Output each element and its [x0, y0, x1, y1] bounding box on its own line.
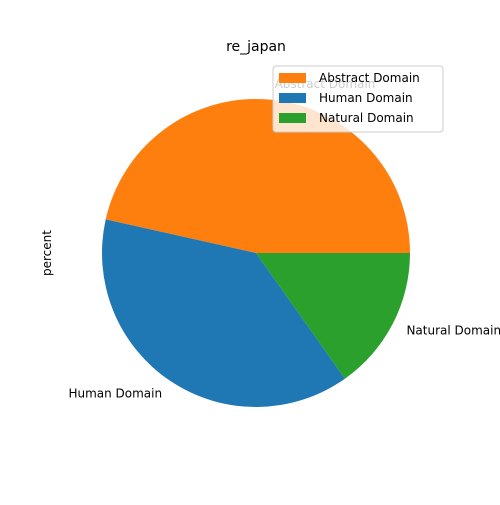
legend: Abstract Domain Human Domain Natural Domai… [272, 65, 444, 133]
legend-swatch-abstract-domain [279, 73, 306, 83]
pie-slice-human-domain [102, 219, 345, 407]
pie-slices [102, 99, 411, 407]
pie-slice-natural-domain [256, 253, 410, 379]
legend-label-abstract-domain: Abstract Domain [319, 71, 420, 85]
pie-slice-abstract-domain [105, 99, 411, 253]
legend-frame [272, 65, 444, 133]
legend-label-natural-domain: Natural Domain [319, 111, 414, 125]
slice-label-human-domain: Human Domain [68, 386, 162, 400]
chart-title: re_japan [226, 39, 286, 55]
legend-swatch-human-domain [279, 93, 306, 103]
legend-label-human-domain: Human Domain [319, 91, 413, 105]
legend-swatch-natural-domain [279, 113, 306, 123]
slice-label-natural-domain: Natural Domain [406, 323, 500, 337]
y-axis-label: percent [40, 230, 54, 276]
